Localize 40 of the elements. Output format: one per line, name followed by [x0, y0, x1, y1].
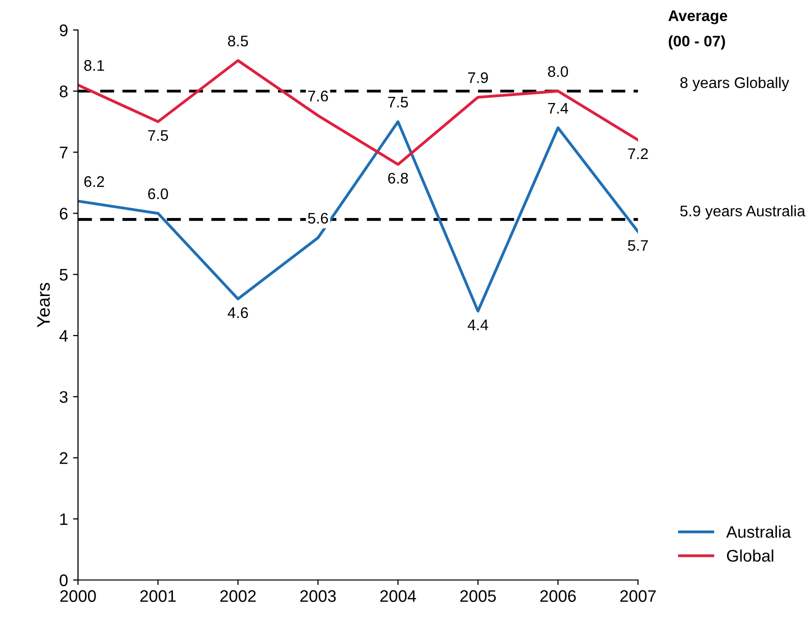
data-label: 5.6: [308, 212, 328, 224]
data-label: 5.7: [628, 240, 648, 251]
x-tick-label: 2004: [380, 590, 416, 602]
data-label: 8.5: [228, 36, 248, 46]
y-tick-label: 6: [60, 208, 68, 220]
data-label: 7.9: [468, 72, 488, 84]
y-tick-label: 8: [60, 86, 68, 98]
data-label: 7.2: [628, 148, 648, 160]
ref-line-label: 8 years Globally: [680, 76, 790, 92]
data-label: 7.4: [548, 102, 568, 114]
legend-label: Australia: [726, 526, 791, 538]
y-tick-label: 3: [60, 391, 68, 403]
data-label: 6.8: [388, 172, 408, 184]
data-label: 6.2: [84, 176, 104, 187]
data-label: 7.5: [388, 96, 408, 108]
data-label: 7.5: [148, 130, 168, 141]
y-axis-title: Years: [37, 282, 50, 328]
data-label: 7.6: [308, 90, 328, 102]
y-tick-label: 7: [60, 146, 68, 158]
y-tick-label: 9: [60, 24, 68, 36]
y-tick-label: 2: [60, 452, 68, 464]
x-tick-label: 2002: [220, 590, 256, 602]
y-tick-label: 5: [60, 269, 68, 281]
x-tick-label: 2003: [300, 590, 336, 602]
x-tick-label: 2005: [460, 590, 496, 602]
ref-line-label: 5.9 years Australia: [680, 205, 806, 220]
y-tick-label: 4: [59, 330, 68, 342]
data-label: 4.4: [468, 320, 488, 330]
y-tick-label: 1: [60, 513, 68, 525]
y-tick-label: 0: [60, 574, 68, 586]
x-tick-label: 2006: [540, 590, 576, 602]
text: Average (00 - 07): [668, 10, 728, 50]
data-label: 8.0: [548, 66, 568, 77]
data-label: 8.1: [84, 60, 104, 71]
data-label: 4.6: [228, 307, 248, 318]
legend-label: Global: [726, 549, 774, 562]
x-tick-label: 2000: [60, 590, 96, 602]
x-tick-label: 2001: [140, 590, 176, 602]
x-tick-label: 2007: [620, 590, 656, 602]
data-label: 6.0: [148, 188, 168, 200]
